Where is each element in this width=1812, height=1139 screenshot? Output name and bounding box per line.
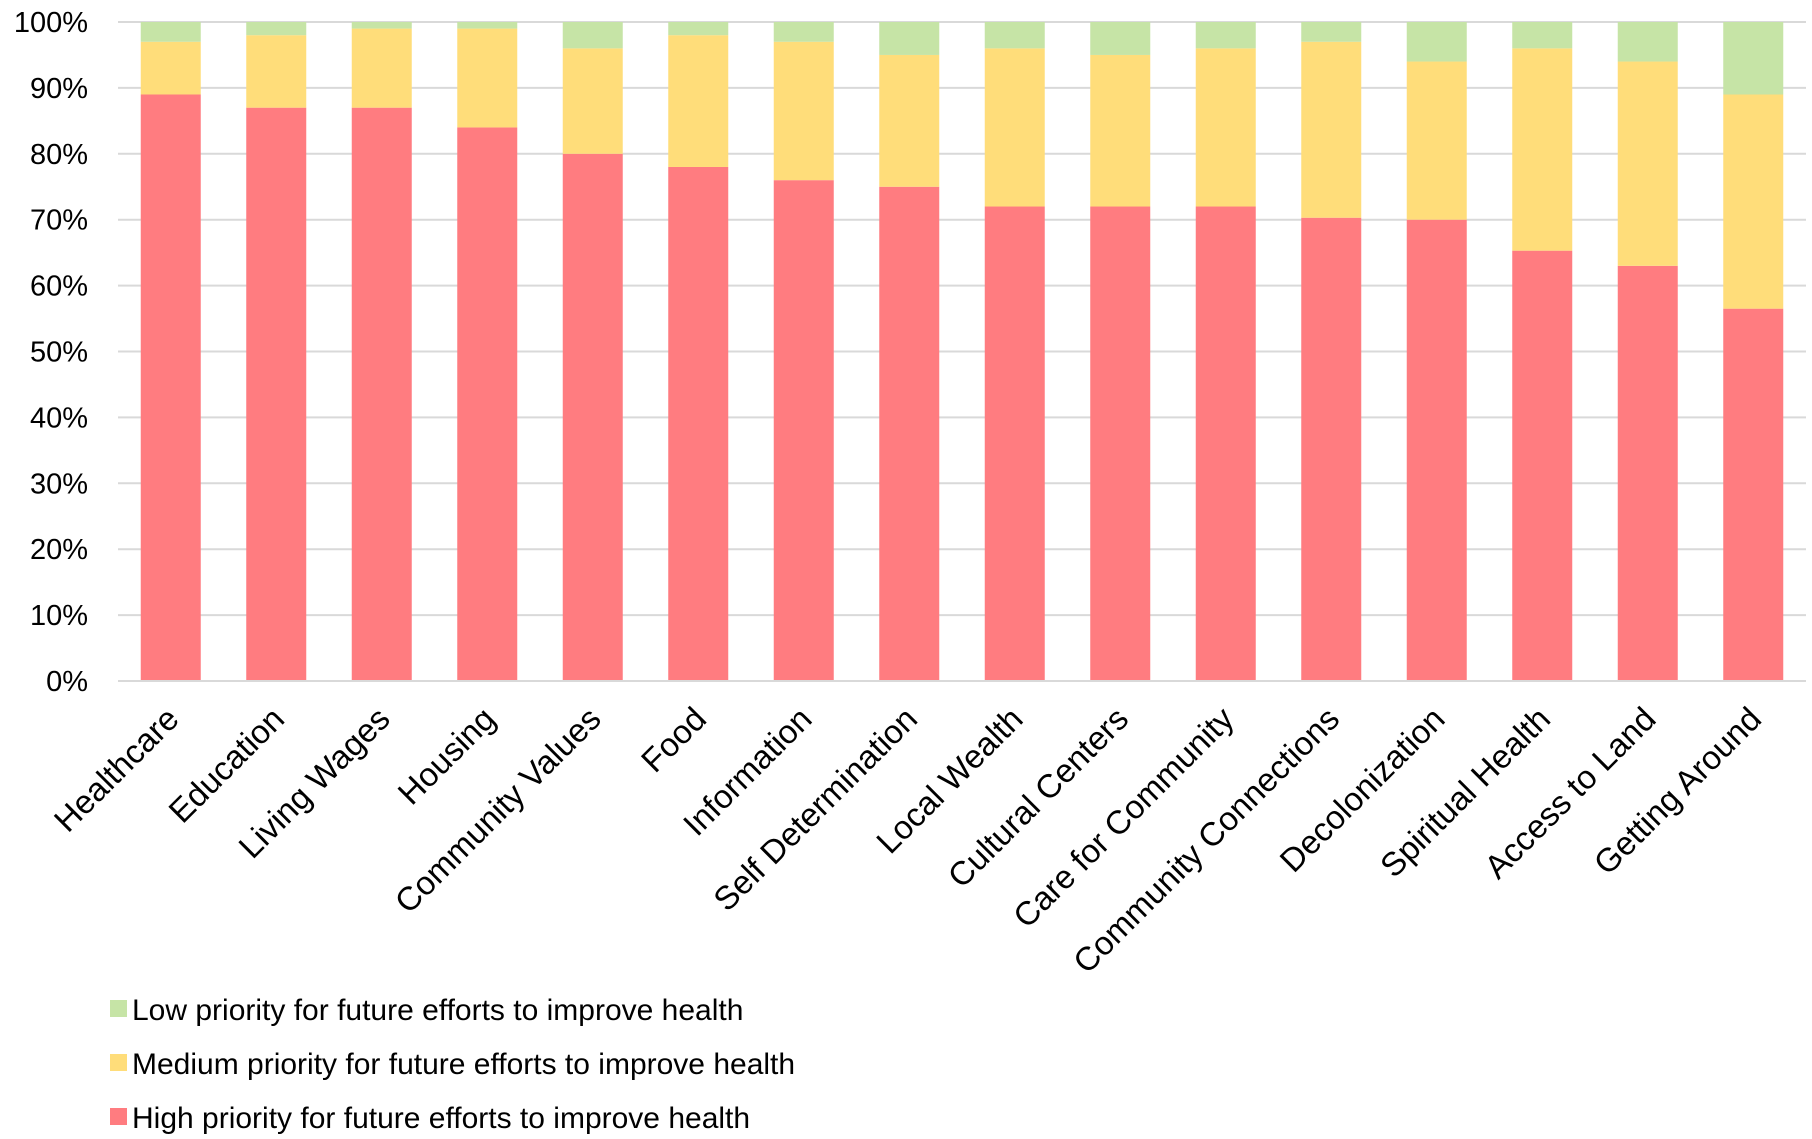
x-tick-label: Self Determination (706, 700, 924, 918)
y-tick-label: 60% (30, 271, 88, 303)
bar-segment-high-healthcare (140, 94, 201, 682)
bar-segment-medium-education (246, 35, 307, 108)
x-tick-label: Cultural Centers (940, 700, 1135, 895)
bar-segment-medium-self-determination (879, 54, 940, 187)
bar-segment-low-cultural-centers (1090, 22, 1151, 55)
bar-segment-medium-care-for-community (1195, 48, 1256, 207)
bar-segment-low-food (668, 22, 729, 36)
y-tick-label: 80% (30, 139, 88, 171)
bar-segment-medium-healthcare (140, 41, 201, 95)
bar-segment-low-decolonization (1406, 22, 1467, 62)
x-tick-label: Community Values (387, 700, 607, 920)
bar-segment-medium-community-values (562, 48, 623, 154)
bar-segment-high-cultural-centers (1090, 206, 1151, 681)
bar-segment-medium-spiritual-health (1512, 48, 1573, 251)
bar-segment-low-spiritual-health (1512, 22, 1573, 49)
bar-segment-high-community-connections (1301, 217, 1362, 681)
bar-segment-low-housing (457, 22, 518, 29)
bar-segment-medium-local-wealth (984, 48, 1045, 207)
bar-segment-high-spiritual-health (1512, 250, 1573, 681)
bar-segment-low-healthcare (140, 22, 201, 42)
bar-segment-low-education (246, 22, 307, 36)
bar-segment-low-information (773, 22, 834, 42)
bar-segment-medium-getting-around (1723, 94, 1784, 309)
y-tick-label: 0% (46, 666, 88, 698)
legend-label: High priority for future efforts to impr… (132, 1102, 750, 1134)
bar-segment-high-decolonization (1406, 219, 1467, 681)
bar-segment-low-self-determination (879, 22, 940, 55)
bar-segment-medium-cultural-centers (1090, 54, 1151, 207)
y-axis-tick-labels: 0% 10% 20% 30% 40% 50% 60% 70% 80% 90% 100% (14, 7, 88, 698)
bar-segment-high-education (246, 107, 307, 682)
legend-label: Medium priority for future efforts to im… (132, 1048, 795, 1081)
bar-segment-low-care-for-community (1195, 22, 1256, 49)
bar-segment-high-self-determination (879, 186, 940, 681)
bar-segment-medium-living-wages (351, 28, 412, 108)
bar-segment-medium-decolonization (1406, 61, 1467, 220)
y-tick-label: 20% (30, 534, 88, 566)
x-tick-label: Food (634, 700, 713, 779)
legend: Low priority for future efforts to impro… (110, 994, 795, 1135)
bar-segment-low-community-values (562, 22, 623, 49)
y-tick-label: 10% (30, 600, 88, 632)
legend-swatch (110, 1000, 127, 1017)
y-tick-label: 90% (30, 73, 88, 105)
bar-segment-medium-information (773, 41, 834, 181)
y-tick-label: 100% (14, 7, 88, 39)
bar-segment-high-food (668, 166, 729, 682)
bar-segment-low-access-to-land (1617, 22, 1678, 62)
y-tick-label: 40% (30, 402, 88, 434)
bar-segment-medium-access-to-land (1617, 61, 1678, 266)
y-tick-label: 30% (30, 468, 88, 500)
legend-swatch (110, 1054, 127, 1071)
bar-segment-high-local-wealth (984, 206, 1045, 681)
bar-segment-low-community-connections (1301, 22, 1362, 42)
bar-segment-high-getting-around (1723, 308, 1784, 681)
bar-segment-medium-food (668, 35, 729, 167)
legend-label: Low priority for future efforts to impro… (132, 994, 743, 1027)
bar-segment-high-care-for-community (1195, 206, 1256, 681)
bar-segment-medium-housing (457, 28, 518, 128)
bars (140, 22, 1784, 682)
bar-segment-high-community-values (562, 153, 623, 682)
y-tick-label: 50% (30, 337, 88, 369)
bar-segment-high-information (773, 180, 834, 681)
bar-segment-high-access-to-land (1617, 265, 1678, 681)
bar-segment-low-living-wages (351, 22, 412, 29)
bar-segment-low-local-wealth (984, 22, 1045, 49)
bar-segment-medium-community-connections (1301, 41, 1362, 218)
y-tick-label: 70% (30, 205, 88, 237)
bar-segment-low-getting-around (1723, 22, 1784, 95)
bar-segment-high-living-wages (351, 107, 412, 682)
x-tick-label: Healthcare (47, 700, 186, 839)
bar-segment-high-housing (457, 127, 518, 681)
legend-swatch (110, 1108, 127, 1125)
